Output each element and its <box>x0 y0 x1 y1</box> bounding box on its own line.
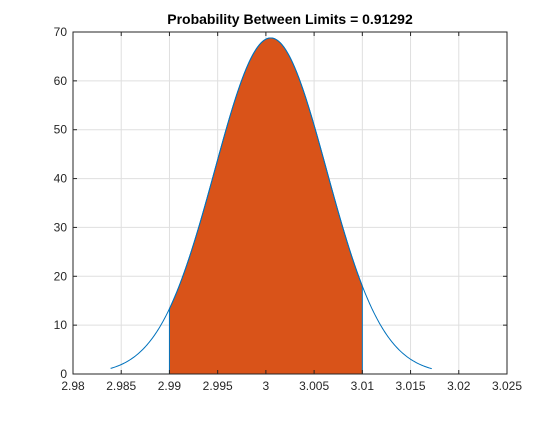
y-tick-label: 20 <box>54 269 68 283</box>
y-tick-label: 30 <box>54 220 68 234</box>
x-tick-label: 2.98 <box>61 379 85 393</box>
y-tick-labels: 0 10 20 30 40 50 60 70 <box>54 25 68 381</box>
x-tick-label: 3.005 <box>299 379 329 393</box>
chart-title: Probability Between Limits = 0.91292 <box>167 11 413 27</box>
x-tick-label: 2.99 <box>158 379 182 393</box>
y-tick-label: 0 <box>60 367 67 381</box>
x-tick-label: 3.025 <box>492 379 522 393</box>
x-tick-label: 2.995 <box>203 379 233 393</box>
axes <box>72 31 508 375</box>
y-tick-label: 60 <box>54 74 68 88</box>
x-tick-label: 3.01 <box>351 379 375 393</box>
y-tick-label: 70 <box>54 25 68 39</box>
x-tick-label: 3.02 <box>447 379 471 393</box>
x-tick-label: 2.985 <box>106 379 136 393</box>
y-tick-label: 10 <box>54 318 68 332</box>
y-tick-label: 40 <box>54 172 68 186</box>
pdf-curve-line <box>110 37 432 370</box>
y-tick-label: 50 <box>54 123 68 137</box>
x-tick-label: 3.015 <box>396 379 426 393</box>
axes-box <box>72 31 508 375</box>
x-tick-label: 3 <box>263 379 270 393</box>
x-tick-labels: 2.98 2.985 2.99 2.995 3 3.005 3.01 3.015 3.02 3.0… <box>61 379 522 393</box>
curve-group <box>110 37 432 370</box>
